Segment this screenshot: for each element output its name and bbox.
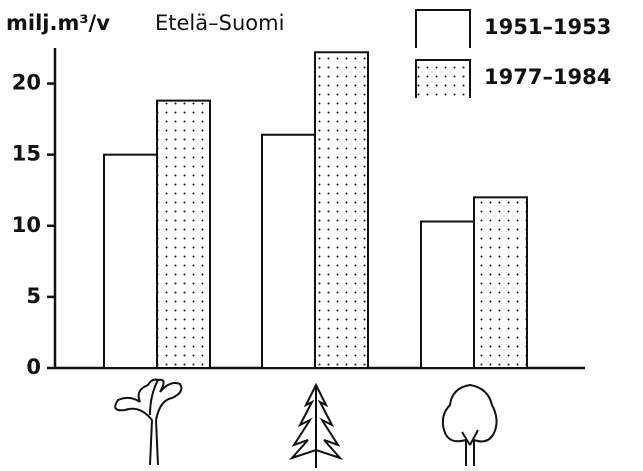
y-tick-label: 15 xyxy=(12,142,41,166)
legend-label: 1977–1984 xyxy=(484,65,611,89)
pine-icon xyxy=(114,378,183,466)
bar xyxy=(103,153,158,369)
legend-swatch xyxy=(416,60,470,98)
bar xyxy=(314,51,369,370)
bar xyxy=(420,220,475,369)
bar xyxy=(261,133,316,369)
spruce-icon xyxy=(288,382,344,468)
legend-swatch-frame xyxy=(415,9,471,48)
y-tick-label: 0 xyxy=(26,355,41,379)
y-tick-label: 5 xyxy=(26,284,41,308)
bar xyxy=(156,99,211,369)
tree-icons xyxy=(114,378,498,468)
legend-swatch-frame xyxy=(415,59,471,98)
chart-title: Etelä–Suomi xyxy=(155,11,284,35)
y-tick-label: 20 xyxy=(12,71,41,95)
birch-icon xyxy=(441,383,498,466)
legend-label: 1951–1953 xyxy=(484,15,611,39)
y-axis-label: milj.m³/v xyxy=(6,11,110,35)
legend-swatch xyxy=(416,10,470,48)
bar xyxy=(473,196,528,369)
y-tick-label: 10 xyxy=(12,213,41,237)
